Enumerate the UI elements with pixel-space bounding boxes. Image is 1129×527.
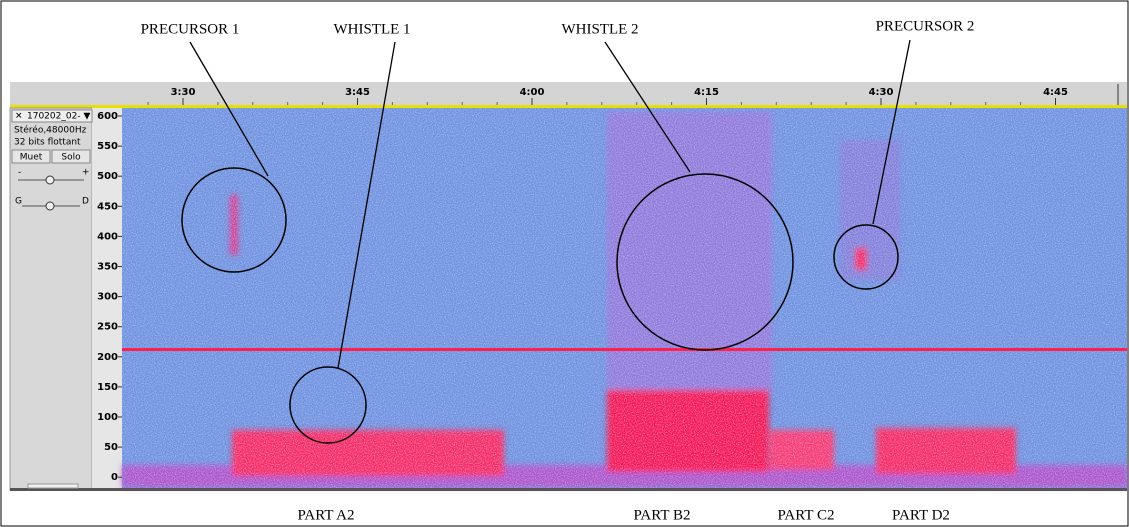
tone-line (122, 348, 1127, 351)
ruler-label: 4:30 (869, 87, 894, 98)
part-label: PART B2 (633, 507, 690, 523)
annotation-label: WHISTLE 1 (333, 21, 410, 37)
track-format: Stéréo,48000Hz (14, 125, 87, 136)
frequency-label: 0 (111, 472, 118, 483)
time-ruler (10, 82, 1127, 106)
frequency-label: 400 (97, 231, 118, 242)
annotation-label: PRECURSOR 2 (876, 18, 975, 34)
frequency-axis (92, 108, 122, 490)
highlight-circle (616, 173, 794, 351)
part-label: PART C2 (777, 507, 834, 523)
part-label: PART D2 (892, 507, 950, 523)
track-name-box[interactable] (11, 109, 93, 123)
dropdown[interactable]: ▼ (84, 112, 91, 122)
solo-button[interactable] (51, 149, 91, 164)
solo-label[interactable]: Solo (61, 153, 81, 163)
ruler-label: 4:15 (694, 87, 719, 98)
ruler-label: 4:45 (1043, 87, 1068, 98)
track-name[interactable]: 170202_02- (27, 112, 81, 122)
frequency-label: 50 (104, 442, 118, 453)
track-bottom (10, 488, 1127, 491)
annotation-label: WHISTLE 2 (561, 21, 638, 37)
leader-line (872, 39, 911, 225)
track-panel (9, 107, 93, 491)
frequency-label: 250 (97, 322, 118, 333)
highlight-circle (833, 224, 899, 290)
mute-label[interactable]: Muet (20, 153, 43, 163)
gain-max: + (82, 168, 90, 178)
frequency-label: 550 (97, 141, 118, 152)
highlight-circle (181, 167, 287, 273)
gain-min: - (18, 168, 21, 178)
gain-thumb[interactable] (45, 175, 55, 185)
ruler-label: 4:00 (520, 87, 545, 98)
leader-line (604, 41, 691, 173)
track-bits: 32 bits flottant (14, 138, 81, 148)
frequency-label: 200 (97, 352, 118, 363)
highlight-circle (289, 366, 367, 444)
frequency-label: 100 (97, 412, 118, 423)
close-icon[interactable]: ✕ (15, 112, 23, 122)
pan-left: G (15, 197, 22, 207)
frequency-label: 600 (97, 111, 118, 122)
annotation-label: PRECURSOR 1 (141, 21, 240, 37)
leader-line (337, 41, 396, 369)
frequency-label: 350 (97, 262, 118, 273)
mute-button[interactable] (11, 149, 51, 164)
frequency-label: 450 (97, 201, 118, 212)
ruler-bar (10, 105, 1127, 108)
part-label: PART A2 (297, 507, 354, 523)
pan-right: D (82, 197, 89, 207)
leader-line (189, 41, 269, 177)
frequency-label: 150 (97, 382, 118, 393)
ruler-label: 3:30 (171, 87, 196, 98)
ruler-label: 3:45 (345, 87, 370, 98)
frequency-label: 500 (97, 171, 118, 182)
collapse-bar[interactable] (27, 483, 79, 489)
frequency-label: 300 (97, 292, 118, 303)
pan-thumb[interactable] (45, 201, 55, 211)
